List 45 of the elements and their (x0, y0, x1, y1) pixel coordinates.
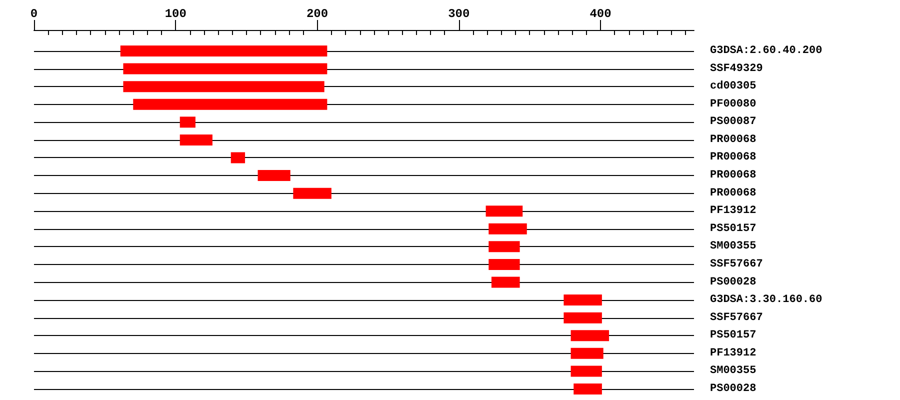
x-tick-label: 0 (30, 7, 38, 21)
y-tick-label: PS00028 (710, 276, 757, 288)
y-tick-label: PF00080 (710, 98, 756, 110)
bar (491, 276, 520, 288)
bar (123, 63, 328, 74)
y-tick-label: PR00068 (710, 170, 757, 182)
y-tick-label: G3DSA:3.30.160.60 (710, 294, 822, 306)
y-tick-label: SM00355 (710, 365, 757, 378)
y-tick-label: PR00068 (710, 187, 757, 200)
bar (180, 116, 196, 128)
y-tick-label: SSF49329 (710, 62, 763, 75)
y-tick-label: PS00028 (710, 383, 757, 395)
y-tick-label: G3DSA:2.60.40.200 (710, 45, 822, 57)
bar (488, 258, 520, 270)
y-tick-label: cd00305 (710, 80, 757, 93)
bar (570, 330, 610, 342)
bar (488, 223, 527, 234)
bar (564, 312, 602, 324)
bar (488, 241, 520, 252)
y-tick-label: SSF57667 (710, 312, 763, 324)
y-tick-label: PS50157 (710, 222, 756, 235)
y-tick-label: PS50157 (710, 330, 756, 342)
bar (293, 188, 332, 199)
y-tick-label: SM00355 (710, 240, 757, 253)
bar (230, 152, 246, 164)
x-tick-label: 300 (448, 7, 470, 21)
bar (258, 170, 290, 182)
bar (570, 348, 604, 359)
bar (180, 134, 212, 146)
bar (120, 46, 328, 56)
y-tick-label: SSF57667 (710, 258, 763, 270)
bar (574, 384, 602, 394)
bar (133, 98, 328, 110)
y-tick-label: PF13912 (710, 347, 756, 360)
bar (123, 81, 324, 92)
y-tick-label: PR00068 (710, 134, 757, 146)
x-tick-label: 400 (590, 7, 612, 21)
bar (486, 206, 523, 217)
bar (570, 366, 602, 377)
y-tick-label: PR00068 (710, 152, 757, 164)
y-tick-label: PF13912 (710, 205, 756, 218)
x-tick-label: 100 (164, 7, 186, 21)
y-tick-label: PS00087 (710, 116, 756, 128)
bar (564, 294, 602, 306)
x-tick-label: 200 (306, 7, 328, 21)
